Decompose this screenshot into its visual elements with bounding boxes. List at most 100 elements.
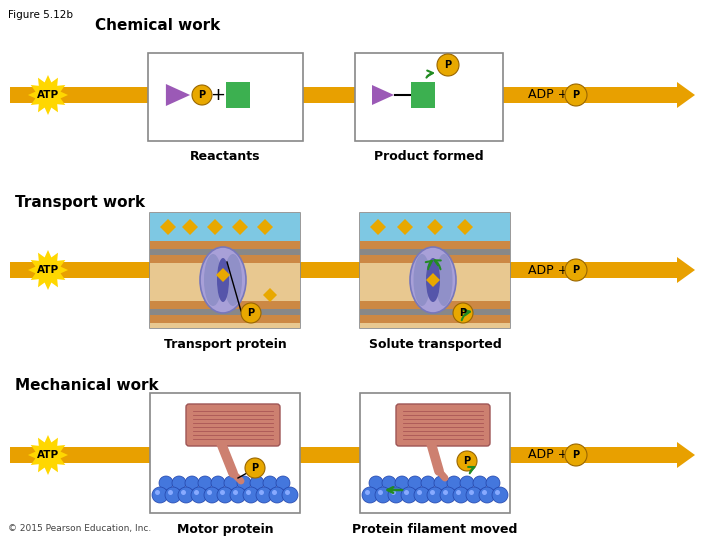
Circle shape (388, 487, 404, 503)
Circle shape (204, 487, 220, 503)
Circle shape (285, 490, 290, 495)
Polygon shape (677, 257, 695, 283)
Text: P: P (459, 308, 467, 318)
Bar (360, 301, 510, 309)
Text: Mechanical work: Mechanical work (15, 378, 158, 393)
Circle shape (172, 476, 186, 490)
Bar (360, 213, 510, 328)
FancyBboxPatch shape (396, 404, 490, 446)
Bar (148, 53, 303, 141)
Polygon shape (427, 219, 443, 235)
Circle shape (263, 476, 277, 490)
Polygon shape (28, 250, 68, 290)
Circle shape (259, 490, 264, 495)
Circle shape (401, 487, 417, 503)
Circle shape (217, 487, 233, 503)
Text: ATP: ATP (37, 90, 59, 100)
Polygon shape (370, 219, 386, 235)
Ellipse shape (436, 254, 452, 306)
Circle shape (453, 303, 473, 323)
Circle shape (565, 84, 587, 106)
Polygon shape (372, 85, 394, 105)
Ellipse shape (224, 254, 242, 306)
Text: Reactants: Reactants (190, 150, 261, 163)
Circle shape (369, 476, 383, 490)
Ellipse shape (200, 247, 246, 313)
Circle shape (378, 490, 383, 495)
Circle shape (469, 490, 474, 495)
Circle shape (443, 490, 448, 495)
Circle shape (460, 476, 474, 490)
Polygon shape (457, 219, 473, 235)
Ellipse shape (426, 258, 440, 302)
Polygon shape (160, 219, 176, 235)
Circle shape (440, 487, 456, 503)
Circle shape (194, 490, 199, 495)
Text: Protein filament moved: Protein filament moved (352, 523, 518, 536)
Polygon shape (28, 75, 68, 115)
Text: P: P (572, 450, 580, 460)
Circle shape (245, 458, 265, 478)
Circle shape (375, 487, 391, 503)
Bar (10, 262, 677, 278)
Bar (360, 249, 510, 255)
Bar (360, 255, 510, 263)
Polygon shape (426, 273, 440, 287)
Text: ADP +: ADP + (528, 449, 572, 462)
Circle shape (178, 487, 194, 503)
Circle shape (434, 476, 448, 490)
Polygon shape (216, 268, 230, 282)
Circle shape (417, 490, 422, 495)
Circle shape (155, 490, 160, 495)
Text: P: P (572, 90, 580, 100)
Circle shape (152, 487, 168, 503)
Circle shape (492, 487, 508, 503)
Bar (150, 241, 300, 249)
Text: Transport work: Transport work (15, 195, 145, 210)
Text: ATP: ATP (37, 450, 59, 460)
Bar (360, 323, 510, 328)
Circle shape (391, 490, 396, 495)
Circle shape (456, 490, 461, 495)
Circle shape (192, 85, 212, 105)
Bar (150, 249, 300, 255)
Text: Product formed: Product formed (374, 150, 484, 163)
Bar (150, 393, 300, 513)
Circle shape (482, 490, 487, 495)
Circle shape (427, 487, 443, 503)
Text: P: P (572, 265, 580, 275)
Circle shape (414, 487, 430, 503)
Text: © 2015 Pearson Education, Inc.: © 2015 Pearson Education, Inc. (8, 524, 151, 533)
Text: ATP: ATP (37, 265, 59, 275)
Polygon shape (166, 84, 190, 106)
Circle shape (565, 444, 587, 466)
Bar (150, 213, 300, 241)
Text: ADP +: ADP + (528, 264, 572, 276)
Circle shape (565, 259, 587, 281)
Circle shape (272, 490, 277, 495)
Polygon shape (28, 435, 68, 475)
Bar (355, 53, 503, 141)
Bar (150, 323, 300, 328)
Bar (10, 447, 677, 463)
Ellipse shape (410, 247, 456, 313)
Bar (360, 315, 510, 323)
Bar (411, 82, 435, 108)
Circle shape (473, 476, 487, 490)
Polygon shape (677, 442, 695, 468)
Text: Transport protein: Transport protein (163, 338, 287, 351)
Bar (10, 87, 677, 103)
Circle shape (453, 487, 469, 503)
Circle shape (495, 490, 500, 495)
Text: P: P (464, 456, 471, 466)
Ellipse shape (204, 254, 222, 306)
Polygon shape (232, 219, 248, 235)
Circle shape (241, 303, 261, 323)
Circle shape (466, 487, 482, 503)
Circle shape (256, 487, 272, 503)
Circle shape (198, 476, 212, 490)
Circle shape (233, 490, 238, 495)
Bar (150, 213, 300, 328)
Circle shape (457, 451, 477, 471)
Circle shape (250, 476, 264, 490)
